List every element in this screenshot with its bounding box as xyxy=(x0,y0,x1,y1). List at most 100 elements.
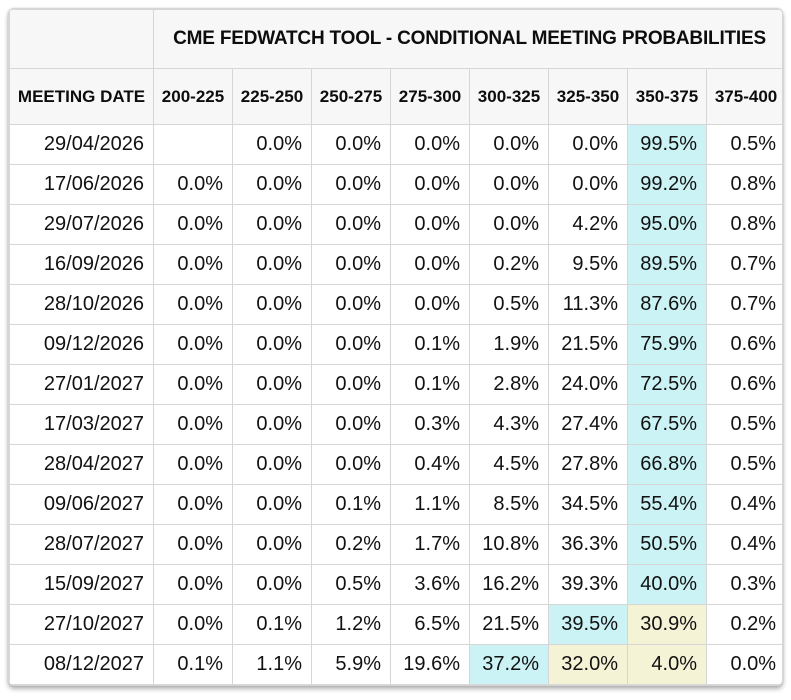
probability-cell: 1.1% xyxy=(232,644,312,685)
probability-cell: 0.5% xyxy=(311,564,391,605)
probability-cell: 0.5% xyxy=(705,124,782,165)
column-header-300-325: 300-325 xyxy=(469,68,549,125)
probability-cell: 0.4% xyxy=(705,484,782,525)
meeting-date-cell: 27/01/2027 xyxy=(9,364,154,405)
probability-cell: 0.3% xyxy=(705,564,782,605)
probability-cell: 0.5% xyxy=(469,284,549,325)
probability-cell: 99.5% xyxy=(627,124,707,165)
probability-cell: 0.0% xyxy=(469,164,549,205)
column-header-225-250: 225-250 xyxy=(232,68,312,125)
table-row: 28/07/2027 0.0% 0.0% 0.2% 1.7% 10.8% 36.3% 50.5… xyxy=(9,524,782,565)
probability-cell: 0.5% xyxy=(705,444,782,485)
probability-cell: 0.0% xyxy=(153,324,233,365)
probability-cell: 75.9% xyxy=(627,324,707,365)
probability-cell: 99.2% xyxy=(627,164,707,205)
probability-cell: 0.0% xyxy=(153,164,233,205)
meeting-date-cell: 08/12/2027 xyxy=(9,644,154,685)
fedwatch-table-card: CME FEDWATCH TOOL - CONDITIONAL MEETING … xyxy=(8,8,783,686)
probability-cell: 95.0% xyxy=(627,204,707,245)
probability-cell: 0.3% xyxy=(390,404,470,445)
probability-cell: 0.0% xyxy=(153,564,233,605)
probability-cell: 0.0% xyxy=(232,484,312,525)
probability-cell: 0.0% xyxy=(705,644,782,685)
probability-cell: 0.4% xyxy=(390,444,470,485)
probability-cell: 0.8% xyxy=(705,164,782,205)
probability-cell: 0.0% xyxy=(153,524,233,565)
meeting-date-cell: 15/09/2027 xyxy=(9,564,154,605)
probability-cell: 0.0% xyxy=(232,124,312,165)
probability-cell: 0.7% xyxy=(705,244,782,285)
probability-cell: 24.0% xyxy=(548,364,628,405)
table-row: 08/12/2027 0.1% 1.1% 5.9% 19.6% 37.2% 32.0% 4.0… xyxy=(9,644,782,685)
conditional-probabilities-table: CME FEDWATCH TOOL - CONDITIONAL MEETING … xyxy=(9,9,782,685)
probability-cell: 27.8% xyxy=(548,444,628,485)
probability-cell: 2.8% xyxy=(469,364,549,405)
probability-cell: 9.5% xyxy=(548,244,628,285)
probability-cell: 0.0% xyxy=(390,204,470,245)
probability-cell: 72.5% xyxy=(627,364,707,405)
probability-cell: 0.0% xyxy=(232,284,312,325)
title-row: CME FEDWATCH TOOL - CONDITIONAL MEETING … xyxy=(9,9,782,69)
probability-cell: 37.2% xyxy=(469,644,549,685)
meeting-date-cell: 29/04/2026 xyxy=(9,124,154,165)
probability-cell: 0.0% xyxy=(232,204,312,245)
column-header-200-225: 200-225 xyxy=(153,68,233,125)
probability-cell: 0.0% xyxy=(311,364,391,405)
probability-cell: 0.1% xyxy=(311,484,391,525)
probability-cell xyxy=(153,124,233,165)
probability-cell: 55.4% xyxy=(627,484,707,525)
probability-cell: 0.0% xyxy=(232,244,312,285)
probability-cell: 0.8% xyxy=(705,204,782,245)
probability-cell: 39.3% xyxy=(548,564,628,605)
probability-cell: 4.2% xyxy=(548,204,628,245)
table-row: 09/06/2027 0.0% 0.0% 0.1% 1.1% 8.5% 34.5% 55.4%… xyxy=(9,484,782,525)
meeting-date-cell: 17/03/2027 xyxy=(9,404,154,445)
column-header-meeting-date: MEETING DATE xyxy=(9,68,154,125)
table-row: 17/06/2026 0.0% 0.0% 0.0% 0.0% 0.0% 0.0% 99.2% 0… xyxy=(9,164,782,205)
column-header-350-375: 350-375 xyxy=(627,68,707,125)
probability-cell: 0.0% xyxy=(390,284,470,325)
probability-cell: 0.0% xyxy=(153,444,233,485)
probability-cell: 0.0% xyxy=(311,324,391,365)
table-row: 28/04/2027 0.0% 0.0% 0.0% 0.4% 4.5% 27.8% 66.8%… xyxy=(9,444,782,485)
table-row: 27/01/2027 0.0% 0.0% 0.0% 0.1% 2.8% 24.0% 72.5%… xyxy=(9,364,782,405)
probability-cell: 40.0% xyxy=(627,564,707,605)
column-header-375-400: 375-400 xyxy=(705,68,782,125)
probability-cell: 0.4% xyxy=(705,524,782,565)
probability-cell: 0.0% xyxy=(548,164,628,205)
table-row: 16/09/2026 0.0% 0.0% 0.0% 0.0% 0.2% 9.5% 89.5% 0… xyxy=(9,244,782,285)
probability-cell: 11.3% xyxy=(548,284,628,325)
meeting-date-cell: 28/04/2027 xyxy=(9,444,154,485)
table-row: 27/10/2027 0.0% 0.1% 1.2% 6.5% 21.5% 39.5% 30.9… xyxy=(9,604,782,645)
probability-cell: 27.4% xyxy=(548,404,628,445)
probability-cell: 8.5% xyxy=(469,484,549,525)
probability-cell: 1.2% xyxy=(311,604,391,645)
probability-cell: 0.5% xyxy=(705,404,782,445)
probability-cell: 0.0% xyxy=(232,324,312,365)
probability-cell: 21.5% xyxy=(548,324,628,365)
probability-cell: 0.7% xyxy=(705,284,782,325)
probability-cell: 0.1% xyxy=(153,644,233,685)
probability-cell: 4.3% xyxy=(469,404,549,445)
meeting-date-cell: 28/10/2026 xyxy=(9,284,154,325)
probability-cell: 0.0% xyxy=(232,444,312,485)
probability-cell: 0.0% xyxy=(153,284,233,325)
probability-cell: 3.6% xyxy=(390,564,470,605)
probability-cell: 0.0% xyxy=(311,164,391,205)
probability-cell: 67.5% xyxy=(627,404,707,445)
table-row: 29/07/2026 0.0% 0.0% 0.0% 0.0% 0.0% 4.2% 95.0% 0… xyxy=(9,204,782,245)
probability-cell: 0.0% xyxy=(232,524,312,565)
probability-cell: 0.0% xyxy=(232,364,312,405)
table-row: 28/10/2026 0.0% 0.0% 0.0% 0.0% 0.5% 11.3% 87.6%… xyxy=(9,284,782,325)
probability-cell: 34.5% xyxy=(548,484,628,525)
probability-cell: 0.0% xyxy=(153,244,233,285)
probability-cell: 1.7% xyxy=(390,524,470,565)
probability-cell: 36.3% xyxy=(548,524,628,565)
probability-cell: 0.1% xyxy=(390,324,470,365)
meeting-date-cell: 29/07/2026 xyxy=(9,204,154,245)
probability-cell: 5.9% xyxy=(311,644,391,685)
probability-cell: 21.5% xyxy=(469,604,549,645)
column-header-325-350: 325-350 xyxy=(548,68,628,125)
probability-cell: 0.0% xyxy=(153,404,233,445)
corner-cell xyxy=(9,9,154,69)
